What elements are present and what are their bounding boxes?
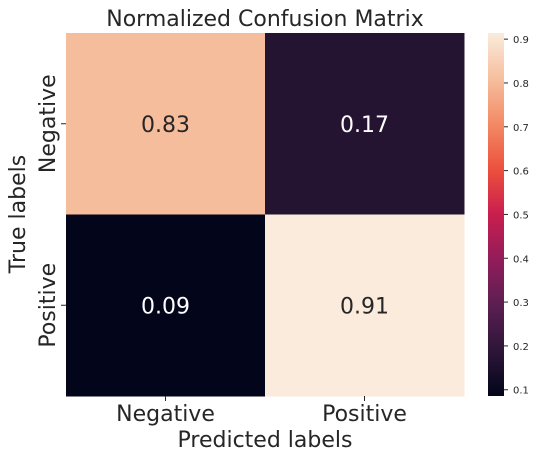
colorbar-tick-label: 0.9 [513, 35, 529, 46]
y-axis-label: True labels [6, 155, 31, 274]
heatmap-cell [66, 214, 266, 397]
heatmap-cell-labels: 0.83 0.17 0.09 0.91 [141, 113, 389, 320]
x-tick-label: Negative [116, 402, 215, 427]
y-tick-label: Negative [36, 74, 61, 173]
colorbar-tick-label: 0.3 [513, 298, 529, 309]
x-tick-label: Positive [322, 402, 407, 427]
colorbar-tick-label: 0.8 [513, 79, 529, 90]
heatmap-cell [265, 33, 465, 215]
x-axis-label: Predicted labels [178, 428, 353, 453]
x-axis-ticks: Negative Positive [116, 396, 407, 427]
colorbar-tick-label: 0.1 [513, 386, 529, 397]
heatmap-cell [66, 33, 266, 215]
colorbar [488, 33, 504, 396]
cell-value-label: 0.83 [141, 113, 190, 138]
heatmap-cells [66, 33, 465, 397]
colorbar-tick-label: 0.5 [513, 210, 529, 221]
colorbar-tick-label: 0.4 [513, 254, 529, 265]
chart-title: Normalized Confusion Matrix [106, 7, 423, 32]
colorbar-tick-label: 0.2 [513, 342, 529, 353]
colorbar-ticks: 0.1 0.2 0.3 0.4 0.5 0.6 0.7 0.8 0.9 [504, 35, 529, 397]
colorbar-tick-label: 0.6 [513, 167, 529, 178]
y-tick-label: Positive [36, 263, 61, 348]
colorbar-tick-label: 0.7 [513, 123, 529, 134]
y-axis-ticks: Negative Positive [36, 74, 66, 348]
cell-value-label: 0.17 [340, 113, 389, 138]
heatmap-cell [265, 214, 465, 397]
cell-value-label: 0.91 [340, 294, 389, 319]
cell-value-label: 0.09 [141, 294, 190, 319]
